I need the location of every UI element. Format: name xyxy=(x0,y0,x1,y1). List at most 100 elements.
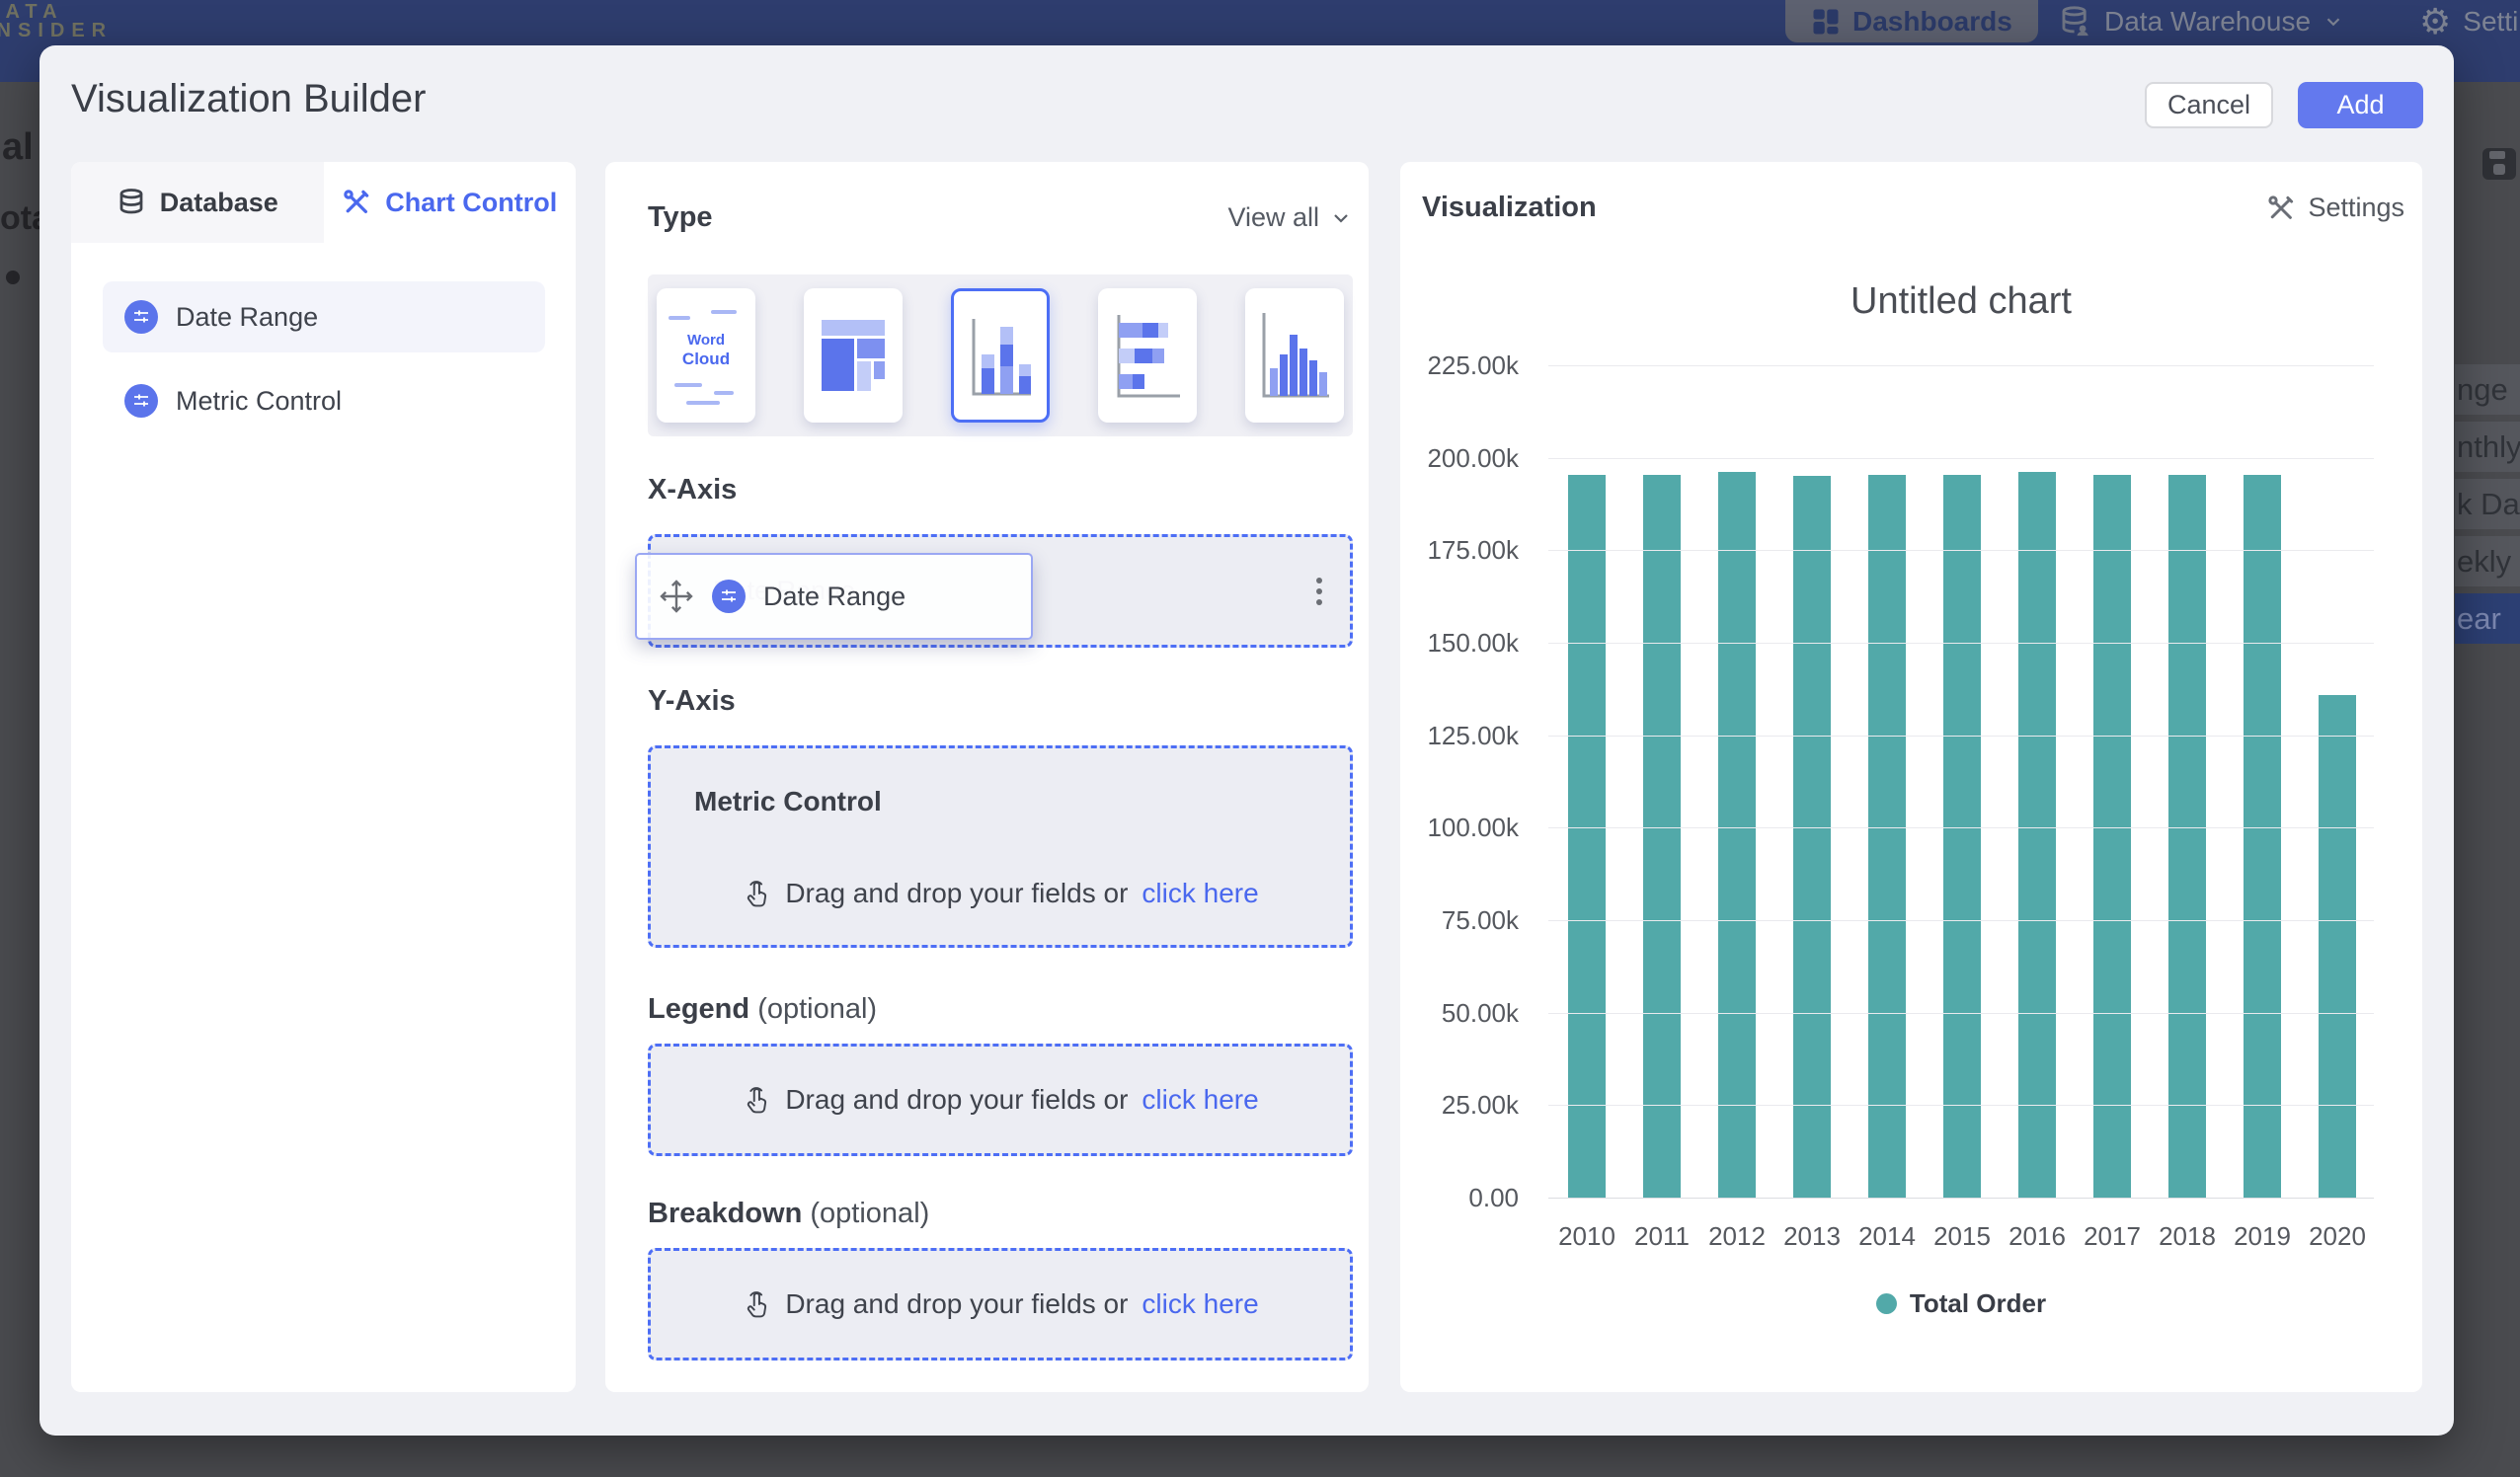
tab-chart-control[interactable]: Chart Control xyxy=(324,162,577,243)
chart-type-stacked-column[interactable] xyxy=(951,288,1050,423)
breakdown-heading-label: Breakdown xyxy=(648,1198,802,1229)
fields-panel: Database Chart Control Date Range Metric … xyxy=(71,162,576,1392)
y-tick-label: 200.00k xyxy=(1400,444,1519,472)
legend-heading: Legend (optional) xyxy=(648,993,877,1026)
y-tick-label: 125.00k xyxy=(1400,722,1519,749)
x-tick-label: 2016 xyxy=(2000,1221,2075,1252)
cancel-button[interactable]: Cancel xyxy=(2145,82,2273,128)
dashboards-icon xyxy=(1811,7,1841,37)
view-all-label: View all xyxy=(1227,202,1319,233)
field-item-date-range[interactable]: Date Range xyxy=(103,281,545,352)
data-warehouse-icon xyxy=(2059,5,2092,39)
nav-item-dashboards[interactable]: Dashboards xyxy=(1785,0,2038,42)
x-tick-label: 2017 xyxy=(2075,1221,2150,1252)
breakdown-optional-label: (optional) xyxy=(810,1198,929,1229)
legend-optional-label: (optional) xyxy=(757,993,877,1025)
page-title: Visualization Builder xyxy=(71,77,426,121)
chart-plot-area xyxy=(1548,365,2374,1198)
chart-settings-button[interactable]: Settings xyxy=(2266,193,2404,223)
dragged-field-chip[interactable]: Date Range xyxy=(635,553,1033,640)
bar-2018 xyxy=(2168,475,2206,1198)
chart-type-treemap[interactable] xyxy=(804,288,903,423)
x-tick-label: 2018 xyxy=(2150,1221,2225,1252)
field-icon xyxy=(712,580,746,613)
background-dropdown-item[interactable]: k Date xyxy=(2455,479,2520,529)
brand-logo: DATA INSIDER xyxy=(0,3,113,40)
field-item-label: Metric Control xyxy=(176,386,342,417)
view-all-dropdown[interactable]: View all xyxy=(1227,202,1353,233)
kebab-menu-icon[interactable] xyxy=(1316,573,1322,610)
x-axis-dropzone[interactable]: Date Range Date Range xyxy=(648,534,1353,648)
click-here-link[interactable]: click here xyxy=(1142,1084,1258,1116)
x-axis-heading: X-Axis xyxy=(648,474,737,506)
chart-settings-label: Settings xyxy=(2308,193,2404,223)
tap-icon xyxy=(742,1287,771,1321)
background-dropdown-item[interactable]: ekly xyxy=(2455,536,2520,586)
tap-icon xyxy=(742,877,771,910)
y-tick-label: 175.00k xyxy=(1400,536,1519,564)
legend-dropzone[interactable]: Drag and drop your fields or click here xyxy=(648,1044,1353,1156)
nav-label-settings: Settings xyxy=(2463,6,2520,38)
dropzone-hint: Drag and drop your fields or xyxy=(785,1288,1128,1320)
gridline xyxy=(1548,1013,2374,1014)
y-axis-dropzone[interactable]: Metric Control Drag and drop your fields… xyxy=(648,745,1353,948)
panel-tabs: Database Chart Control xyxy=(71,162,576,243)
field-item-metric-control[interactable]: Metric Control xyxy=(103,365,545,436)
visualization-builder-modal: Visualization Builder Cancel Add Databas… xyxy=(39,45,2454,1436)
x-tick-label: 2011 xyxy=(1624,1221,1699,1252)
x-tick-label: 2020 xyxy=(2300,1221,2375,1252)
bar-2019 xyxy=(2244,475,2281,1198)
chart-type-stacked-bar[interactable] xyxy=(1098,288,1197,423)
sliders-icon xyxy=(719,586,739,606)
gridline xyxy=(1548,1198,2374,1199)
y-axis-group-label: Metric Control xyxy=(694,786,882,817)
bar-2014 xyxy=(1868,475,1906,1198)
type-heading: Type xyxy=(648,201,713,234)
tools-icon xyxy=(2266,194,2296,223)
tools-icon xyxy=(342,188,371,217)
dropzone-hint: Drag and drop your fields or xyxy=(785,878,1128,909)
nav-item-settings[interactable]: ⚙ Settings xyxy=(2419,0,2520,42)
y-axis-heading: Y-Axis xyxy=(648,685,736,718)
click-here-link[interactable]: click here xyxy=(1142,878,1258,909)
x-tick-label: 2013 xyxy=(1774,1221,1850,1252)
tab-database-label: Database xyxy=(160,188,278,218)
visualization-heading: Visualization xyxy=(1422,192,1597,224)
y-tick-label: 25.00k xyxy=(1400,1091,1519,1119)
database-icon xyxy=(117,188,146,217)
dropzone-hint: Drag and drop your fields or xyxy=(785,1084,1128,1116)
gridline xyxy=(1548,365,2374,366)
breakdown-dropzone[interactable]: Drag and drop your fields or click here xyxy=(648,1248,1353,1360)
chart-type-list: WordCloud xyxy=(648,274,1353,436)
y-tick-label: 0.00 xyxy=(1400,1184,1519,1211)
y-tick-label: 100.00k xyxy=(1400,814,1519,841)
background-dropdown-item[interactable]: nthly xyxy=(2455,422,2520,472)
nav-item-data-warehouse[interactable]: Data Warehouse xyxy=(2059,0,2344,42)
background-dropdown-item[interactable]: ear xyxy=(2455,593,2520,644)
legend-label: Total Order xyxy=(1910,1288,2046,1319)
add-button[interactable]: Add xyxy=(2298,82,2423,128)
background-dropdown-item[interactable]: nge xyxy=(2455,364,2520,415)
chart-legend: Total Order xyxy=(1548,1288,2374,1319)
chart-type-column[interactable] xyxy=(1245,288,1344,423)
gridline xyxy=(1548,643,2374,644)
background-dropdown: nge nthly k Date ekly ear xyxy=(2455,364,2520,651)
y-tick-label: 50.00k xyxy=(1400,999,1519,1027)
tab-database[interactable]: Database xyxy=(71,162,324,243)
x-tick-label: 2019 xyxy=(2225,1221,2300,1252)
move-icon xyxy=(659,579,694,614)
gridline xyxy=(1548,827,2374,828)
save-icon[interactable] xyxy=(2482,148,2516,180)
chevron-down-icon xyxy=(2323,11,2344,33)
bar-2015 xyxy=(1943,475,1981,1198)
fields-list: Date Range Metric Control xyxy=(103,281,545,449)
gridline xyxy=(1548,920,2374,921)
gridline xyxy=(1548,458,2374,459)
bar-2010 xyxy=(1568,475,1606,1198)
legend-heading-label: Legend xyxy=(648,993,749,1025)
gridline xyxy=(1548,1105,2374,1106)
brand-logo-line2: INSIDER xyxy=(0,22,113,40)
click-here-link[interactable]: click here xyxy=(1142,1288,1258,1320)
chart-type-word-cloud[interactable]: WordCloud xyxy=(657,288,755,423)
tap-icon xyxy=(742,1083,771,1117)
